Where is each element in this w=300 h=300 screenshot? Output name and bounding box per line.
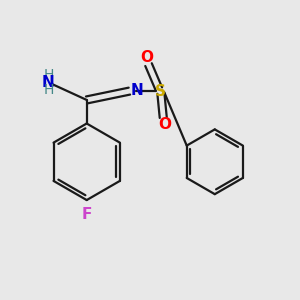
Text: H: H <box>43 68 54 82</box>
Text: O: O <box>158 118 171 133</box>
Text: O: O <box>141 50 154 65</box>
Text: H: H <box>43 82 54 97</box>
Text: S: S <box>155 84 166 99</box>
Text: N: N <box>42 75 55 90</box>
Text: N: N <box>131 83 144 98</box>
Text: F: F <box>82 207 92 222</box>
